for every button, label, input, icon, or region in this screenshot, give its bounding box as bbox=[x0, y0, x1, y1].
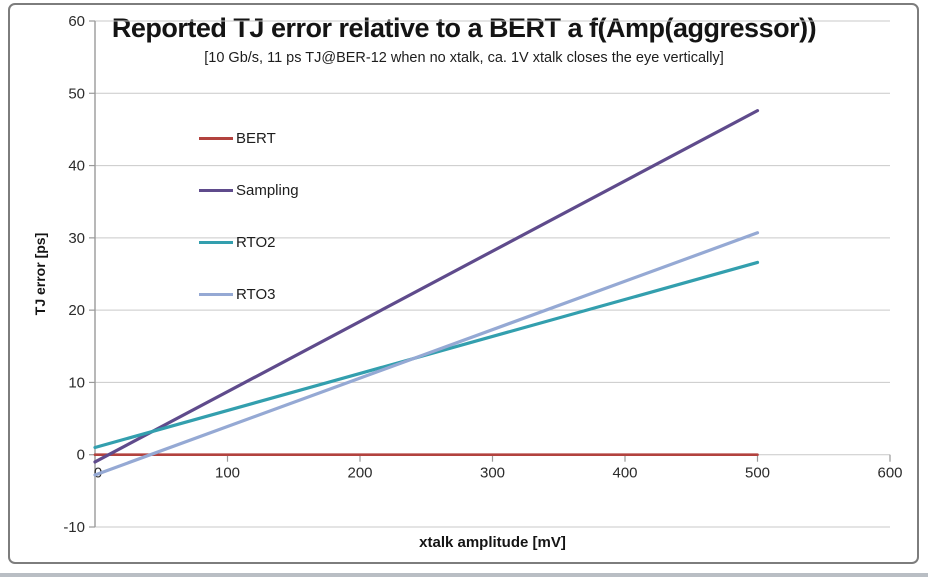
xtick-label-200: 200 bbox=[347, 465, 372, 482]
ytick-label--10: -10 bbox=[63, 519, 85, 536]
ytick-label-0: 0 bbox=[77, 447, 85, 464]
legend: BERT Sampling RTO2 RTO3 bbox=[199, 112, 299, 320]
legend-item-bert: BERT bbox=[199, 112, 299, 164]
legend-swatch-rto3 bbox=[199, 292, 233, 296]
legend-item-sampling: Sampling bbox=[199, 164, 299, 216]
legend-item-rto3: RTO3 bbox=[199, 268, 299, 320]
ytick-label-50: 50 bbox=[68, 85, 85, 102]
legend-item-rto2: RTO2 bbox=[199, 216, 299, 268]
series-line-sampling bbox=[93, 109, 760, 464]
bottom-edge-strip bbox=[0, 573, 928, 577]
legend-label-bert: BERT bbox=[236, 129, 276, 147]
xtick-label-500: 500 bbox=[745, 465, 770, 482]
ytick-label-10: 10 bbox=[68, 374, 85, 391]
ytick-label-30: 30 bbox=[68, 230, 85, 247]
chart-frame bbox=[8, 3, 919, 564]
xtick-label-300: 300 bbox=[480, 465, 505, 482]
series-line-rto3 bbox=[93, 231, 760, 477]
legend-swatch-bert bbox=[199, 136, 233, 140]
ytick-label-60: 60 bbox=[68, 13, 85, 30]
legend-label-rto3: RTO3 bbox=[236, 285, 276, 303]
x-axis-title: xtalk amplitude [mV] bbox=[419, 534, 566, 551]
ytick-label-40: 40 bbox=[68, 158, 85, 175]
chart-title: Reported TJ error relative to a BERT a f… bbox=[111, 13, 817, 43]
legend-label-sampling: Sampling bbox=[236, 181, 299, 199]
legend-swatch-rto2 bbox=[199, 240, 233, 244]
xtick-label-100: 100 bbox=[215, 465, 240, 482]
ytick-label-20: 20 bbox=[68, 302, 85, 319]
legend-swatch-sampling bbox=[199, 188, 233, 192]
chart-subtitle: [10 Gb/s, 11 ps TJ@BER-12 when no xtalk,… bbox=[204, 50, 724, 66]
legend-label-rto2: RTO2 bbox=[236, 233, 276, 251]
xtick-label-400: 400 bbox=[612, 465, 637, 482]
xtick-label-600: 600 bbox=[877, 465, 902, 482]
